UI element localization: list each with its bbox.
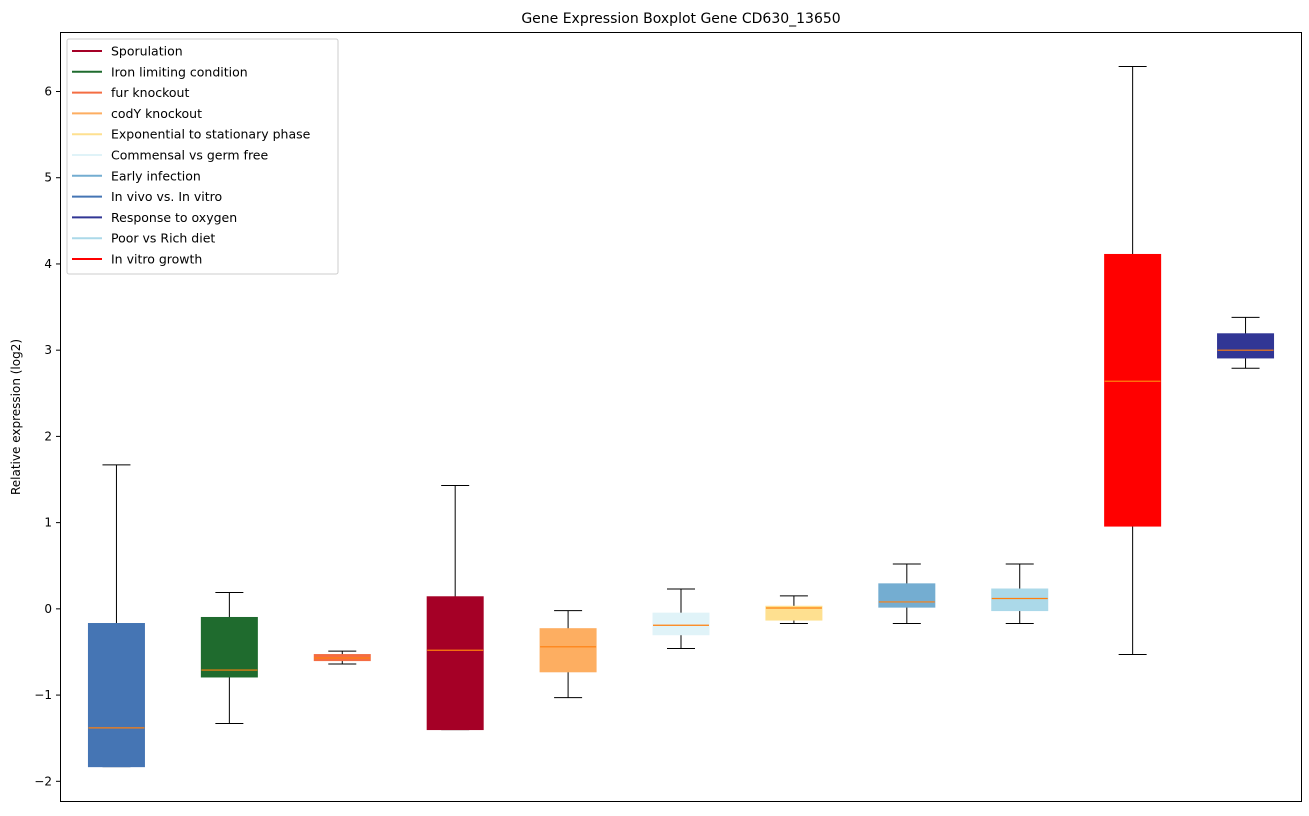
box-body — [426, 596, 484, 731]
box-commensal-vs-germ-free — [652, 588, 710, 650]
y-tick-label: 2 — [44, 429, 52, 443]
legend-label: In vivo vs. In vitro — [111, 189, 222, 204]
legend-label: Sporulation — [111, 44, 183, 59]
y-tick-label: 6 — [44, 84, 52, 98]
y-tick-label: 1 — [44, 516, 52, 530]
box-iron-limiting-condition — [200, 591, 258, 725]
box-body — [991, 588, 1049, 612]
y-tick-label: 5 — [44, 171, 52, 185]
legend-label: Exponential to stationary phase — [111, 127, 311, 142]
box-body — [200, 616, 258, 678]
box-in-vivo-vs-in-vitro — [87, 464, 145, 768]
box-body — [652, 612, 710, 636]
box-body — [765, 605, 823, 621]
y-tick-label: 4 — [44, 257, 52, 271]
legend-frame — [66, 38, 339, 275]
y-tick-label: 0 — [44, 602, 52, 616]
y-tick-label: −2 — [34, 774, 52, 788]
box-early-infection — [878, 563, 936, 625]
y-tick-label: 3 — [44, 343, 52, 357]
box-poor-vs-rich-diet — [991, 563, 1049, 625]
box-response-to-oxygen — [1217, 316, 1275, 369]
box-body — [1217, 333, 1275, 359]
box-cody-knockout — [539, 610, 597, 699]
box-body — [87, 623, 145, 768]
legend-label: fur knockout — [111, 85, 189, 100]
chart-title: Gene Expression Boxplot Gene CD630_13650 — [521, 11, 840, 27]
legend-label: Iron limiting condition — [111, 64, 248, 79]
box-exponential-to-stationary-phase — [765, 595, 823, 625]
legend-label: codY knockout — [111, 106, 202, 121]
plot-frame — [60, 32, 1302, 802]
y-tick-label: −1 — [34, 688, 52, 702]
legend: Sporulation Iron limiting condition fur kn… — [66, 38, 339, 275]
legend-label: Response to oxygen — [111, 210, 237, 225]
box-fur-knockout — [313, 650, 371, 665]
box-body — [878, 583, 936, 608]
legend-label: Early infection — [111, 168, 201, 183]
box-in-vitro-growth — [1104, 65, 1162, 656]
box-body — [539, 628, 597, 673]
legend-label: Poor vs Rich diet — [111, 231, 215, 246]
box-sporulation — [426, 485, 484, 731]
legend-label: In vitro growth — [111, 252, 202, 267]
y-axis-label: Relative expression (log2) — [9, 339, 23, 495]
box-body — [1104, 253, 1162, 527]
legend-label: Commensal vs germ free — [111, 148, 268, 163]
